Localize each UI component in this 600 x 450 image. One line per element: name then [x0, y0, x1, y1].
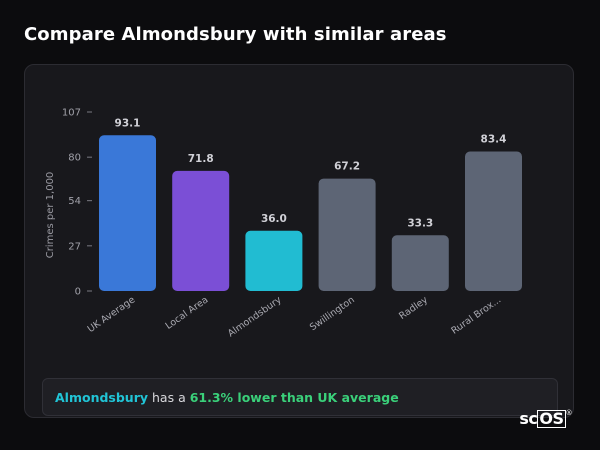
value-label-5: 83.4 — [481, 133, 507, 145]
y-tick-label: 27 — [68, 241, 81, 252]
x-tick-label-3: Swillington — [308, 294, 357, 333]
y-tick-label: 54 — [68, 196, 81, 207]
page-title: Compare Almondsbury with similar areas — [24, 24, 447, 45]
y-tick-label: 80 — [68, 153, 81, 164]
chart-card: 0 27 54 80 107 93.1 71.8 36.0 67.2 33.3 83.4 UK A… — [24, 64, 574, 418]
x-tick-label-1: Local Area — [164, 294, 211, 331]
summary-stat: 61.3% lower than UK average — [189, 390, 399, 405]
summary-area-name: Almondsbury — [55, 390, 149, 405]
x-tick-label-4: Radley — [397, 294, 430, 322]
bar-1 — [172, 170, 230, 291]
x-tick-label-2: Almondsbury — [226, 294, 284, 339]
bar-chart: 0 27 54 80 107 93.1 71.8 36.0 67.2 33.3 83.4 UK A… — [45, 108, 522, 339]
bar-2 — [245, 230, 303, 291]
value-label-4: 33.3 — [407, 217, 433, 229]
value-label-2: 36.0 — [261, 213, 287, 225]
brand-logo: sc OS ® — [519, 409, 572, 428]
bar-3 — [318, 178, 376, 291]
bar-0 — [99, 135, 156, 291]
bar-4 — [391, 235, 449, 291]
bar-5 — [465, 151, 522, 291]
value-label-1: 71.8 — [188, 153, 214, 165]
value-label-0: 93.1 — [115, 117, 141, 129]
y-tick-label: 107 — [62, 108, 81, 119]
value-label-3: 67.2 — [334, 161, 360, 173]
y-tick-label: 0 — [75, 287, 81, 298]
x-tick-label-5: Rural Brox... — [449, 294, 503, 336]
x-tick-label-0: UK Average — [86, 294, 138, 335]
y-axis: 0 27 54 80 107 — [62, 108, 92, 298]
x-tick-labels: UK Average Local Area Almondsbury Swillingt… — [86, 294, 504, 339]
summary-connector: has a — [148, 390, 190, 405]
comparison-summary: Almondsbury has a 61.3% lower than UK av… — [42, 378, 558, 416]
y-axis-label: Crimes per 1,000 — [45, 172, 56, 259]
value-labels: 93.1 71.8 36.0 67.2 33.3 83.4 — [115, 117, 507, 229]
bars — [99, 135, 522, 291]
